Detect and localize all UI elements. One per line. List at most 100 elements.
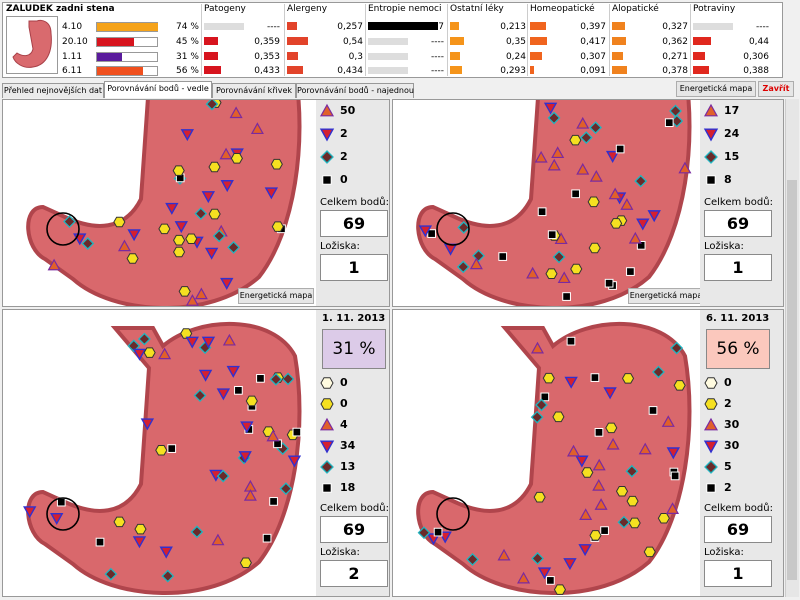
hexagon-yellow-marker xyxy=(704,398,718,410)
total-box: 69 xyxy=(704,516,772,543)
value-label: ---- xyxy=(267,22,280,32)
square-marker xyxy=(269,497,278,506)
energy-map-button[interactable]: Energetická mapa xyxy=(238,288,314,304)
stomach-group xyxy=(26,100,302,306)
diamond-marker xyxy=(589,121,602,135)
triangle-down-marker xyxy=(198,369,213,382)
square-marker xyxy=(547,230,557,240)
square-marker xyxy=(262,533,272,543)
count-icon xyxy=(319,103,335,122)
hexagon-yellow-marker xyxy=(172,234,186,246)
diamond-marker xyxy=(281,372,295,386)
triangle-marker xyxy=(250,122,264,135)
hexagon-yellow-marker xyxy=(542,372,555,384)
hexagon-yellow-marker xyxy=(143,347,156,358)
hexagon-yellow-marker xyxy=(569,134,582,146)
square-marker xyxy=(571,189,580,199)
triangle-marker xyxy=(703,417,719,431)
value-bar xyxy=(287,66,304,74)
square-marker xyxy=(427,229,436,238)
triangle-marker xyxy=(566,444,581,457)
hexagon-yellow-marker xyxy=(657,512,670,524)
empty-bar-track xyxy=(368,53,408,60)
value-label: 0,378 xyxy=(662,66,688,76)
triangle-down-marker xyxy=(647,210,661,223)
value-label: 0,307 xyxy=(580,52,606,62)
triangle-marker xyxy=(185,294,199,306)
empty-bar-track xyxy=(368,38,408,45)
tab[interactable]: Porovnávání bodů - vedle xyxy=(104,81,212,98)
hexagon-yellow-marker xyxy=(621,373,635,384)
value-bar xyxy=(204,37,219,45)
count-icon-svg xyxy=(320,398,334,410)
square-marker xyxy=(636,240,646,250)
count-value: 24 xyxy=(724,127,740,140)
diamond-marker xyxy=(535,398,548,412)
hexagon-yellow-marker xyxy=(113,516,126,528)
value-label: 0,362 xyxy=(662,37,688,47)
count-value: 2 xyxy=(340,127,348,140)
column-header: Alopatické xyxy=(612,4,659,14)
value-bar xyxy=(287,37,308,45)
diamond-marker xyxy=(704,150,718,164)
triangle-marker xyxy=(666,502,680,514)
energy-map-button[interactable]: Energetická mapa xyxy=(676,81,756,97)
value-label: 0,359 xyxy=(254,37,280,47)
stomach-image xyxy=(23,321,302,595)
foci-label: Ložiska: xyxy=(320,547,360,558)
tab[interactable]: Porovnávání křivek xyxy=(212,83,296,98)
diamond-marker xyxy=(193,389,207,402)
square-marker xyxy=(670,471,680,481)
value-label: ---- xyxy=(431,66,444,76)
focus-ring xyxy=(46,497,80,531)
triangle-down-marker xyxy=(575,455,589,468)
close-button[interactable]: Zavřít xyxy=(758,81,794,97)
count-icon xyxy=(703,417,719,436)
square-marker xyxy=(537,207,547,217)
value-label: 0,24 xyxy=(505,52,526,62)
triangle-marker xyxy=(211,533,225,546)
value-label: 0,306 xyxy=(743,52,769,62)
triangle-down-marker xyxy=(418,225,433,238)
tab[interactable]: Přehled nejnovějších dat xyxy=(2,83,104,98)
triangle-marker xyxy=(266,429,280,442)
diamond-marker xyxy=(320,460,334,474)
triangle-marker xyxy=(576,116,590,129)
value-bar xyxy=(693,37,711,45)
hexagon-yellow-marker xyxy=(155,444,168,456)
triangle-down-marker xyxy=(578,544,592,557)
count-value: 17 xyxy=(724,104,740,117)
triangle-marker xyxy=(557,271,571,284)
count-icon-svg xyxy=(704,377,718,389)
value-bar xyxy=(450,66,462,74)
diamond-marker xyxy=(579,131,593,145)
tab[interactable]: Porovnávání bodů - najednou xyxy=(296,83,414,98)
square-marker xyxy=(664,118,674,128)
foci-box: 2 xyxy=(320,560,388,587)
diamond-marker xyxy=(417,526,431,540)
count-value: 30 xyxy=(724,439,740,452)
value-label: 0,35 xyxy=(505,37,526,47)
count-icon xyxy=(319,417,335,436)
percent-bar xyxy=(97,53,123,61)
triangle-marker xyxy=(547,158,561,171)
count-value: 2 xyxy=(724,397,732,410)
triangle-down-marker xyxy=(603,387,617,400)
square-marker xyxy=(604,278,614,288)
scrollbar-thumb[interactable] xyxy=(787,180,797,580)
panel-image xyxy=(393,310,703,596)
count-value: 0 xyxy=(724,376,732,389)
count-icon xyxy=(703,396,719,415)
count-icon xyxy=(703,438,719,457)
hexagon-yellow-marker xyxy=(208,161,221,173)
hexagon-yellow-marker xyxy=(172,165,185,176)
hexagon-yellow-marker xyxy=(178,286,191,297)
foci-label: Ložiska: xyxy=(704,241,744,252)
energy-map-button[interactable]: Energetická mapa xyxy=(628,288,704,304)
value-label: 0,397 xyxy=(580,22,606,32)
triangle-down-marker xyxy=(238,451,252,464)
diamond-marker xyxy=(457,221,471,234)
diamond-marker xyxy=(466,552,479,566)
count-value: 34 xyxy=(340,439,356,452)
total-box: 69 xyxy=(320,210,388,237)
